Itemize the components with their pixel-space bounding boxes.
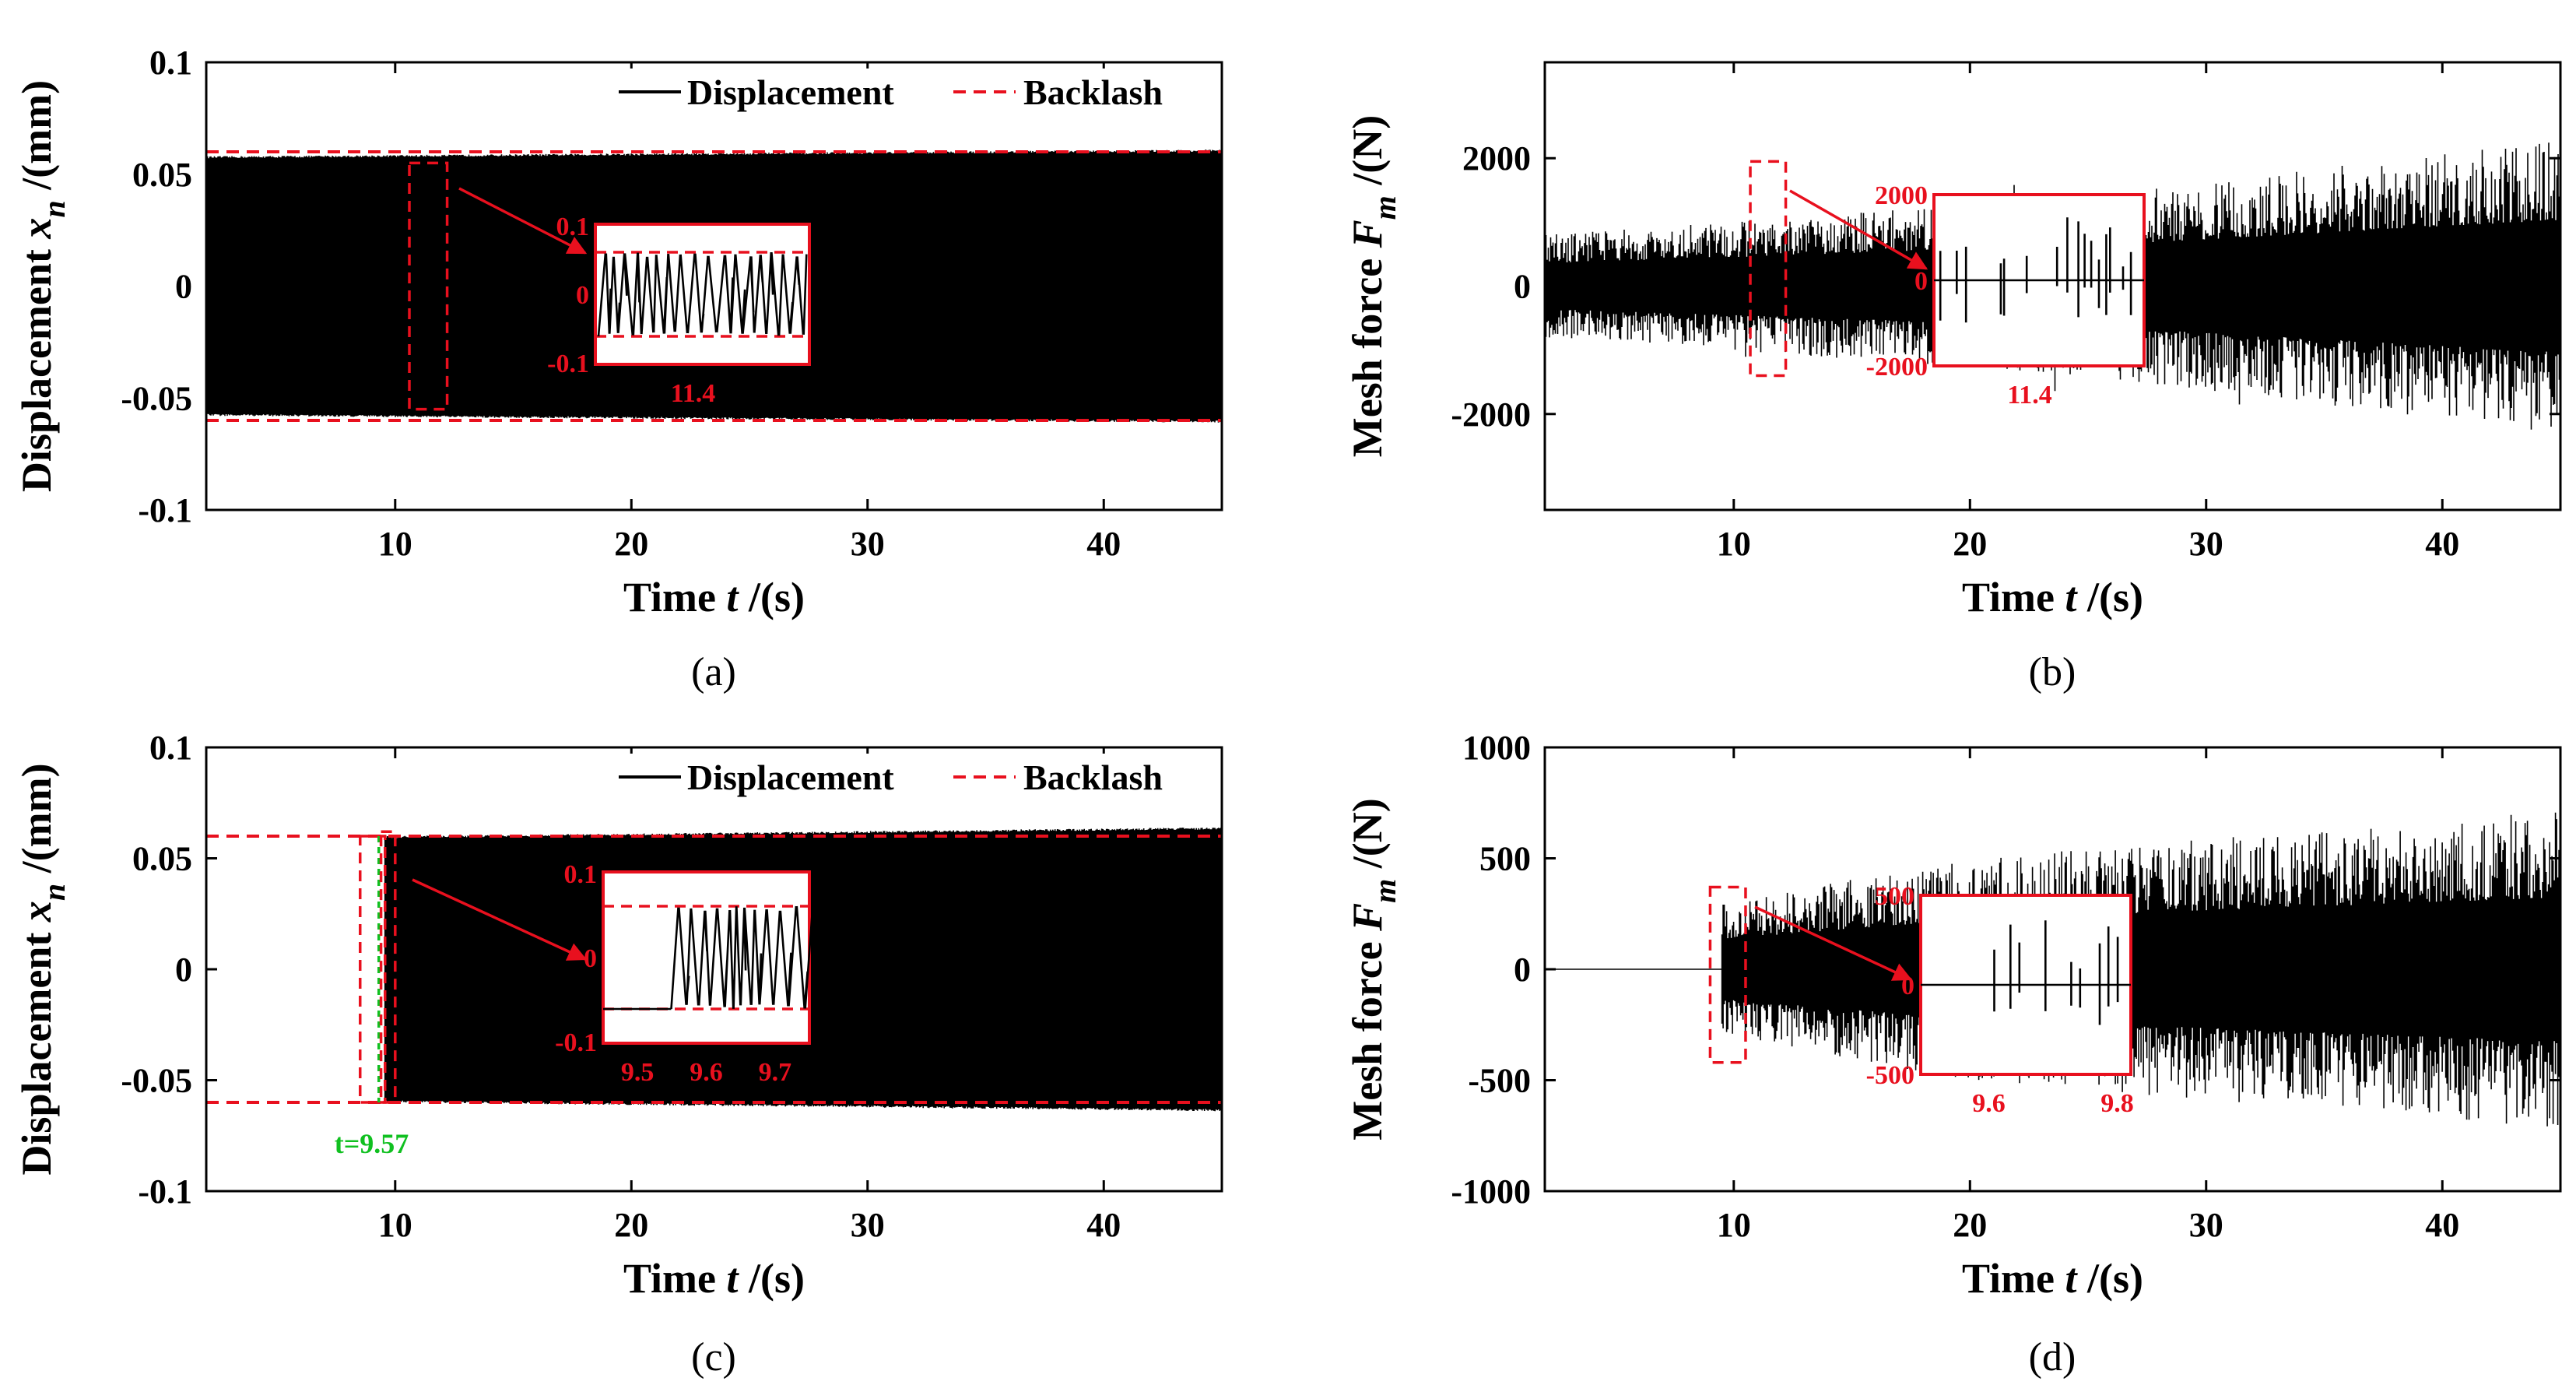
x-tick-label: 10 (378, 1206, 412, 1244)
y-tick-label: -0.1 (138, 491, 192, 529)
inset-ytick-label: 2000 (1875, 181, 1928, 210)
x-tick-label: 20 (1953, 1206, 1987, 1244)
y-tick-label: 500 (1479, 840, 1531, 878)
x-tick-label: 10 (1717, 525, 1751, 563)
inset-ytick-label: 0 (1914, 267, 1928, 296)
panel-c: t=9.57 0.1 0 -0.1 9.5 9.6 9.7 10 20 30 40 -0.1 -0.05… (13, 729, 1223, 1380)
legend: Displacement Backlash (615, 754, 1214, 800)
inset-xtick-label: 9.7 (759, 1058, 792, 1087)
inset-ytick-label: 0 (576, 281, 589, 310)
legend-label-displacement: Displacement (687, 757, 894, 797)
inset-ytick-label: -500 (1866, 1061, 1914, 1090)
panel-caption: (b) (2029, 650, 2076, 694)
legend: Displacement Backlash (615, 69, 1214, 115)
inset-xtick-label: 9.5 (621, 1058, 655, 1087)
inset-frame (602, 870, 811, 1045)
zoom-arrow (1789, 189, 1928, 270)
y-tick-label: -0.05 (121, 1062, 192, 1100)
x-tick-label: 30 (2189, 1206, 2223, 1244)
inset-ytick-label: -0.1 (555, 1028, 597, 1057)
y-tick-label: -1000 (1451, 1172, 1531, 1211)
x-axis-label: Time t /(s) (623, 574, 805, 620)
y-tick-label: -2000 (1451, 395, 1531, 434)
zoom-arrow (1754, 905, 1913, 981)
inset-xtick-label: 11.4 (2007, 381, 2052, 410)
y-tick-label: 0 (175, 268, 192, 306)
inset-xtick-label: 11.4 (671, 379, 716, 408)
inset-ytick-label: 0.1 (556, 213, 590, 241)
x-tick-label: 40 (2425, 1206, 2459, 1244)
y-tick-label: 0.1 (149, 44, 192, 82)
y-tick-label: 0 (175, 951, 192, 989)
zoom-inset: 0.1 0 -0.1 11.4 (547, 213, 811, 408)
y-tick-label: 2000 (1462, 139, 1531, 178)
legend-bg (615, 69, 1214, 115)
x-tick-label: 40 (1086, 525, 1121, 563)
y-axis-label: Displacement xn /(mm) (13, 80, 72, 492)
zoom-inset: 500 0 -500 9.6 9.8 (1866, 882, 2134, 1118)
zoom-arrow (412, 878, 588, 961)
y-tick-label: -0.1 (138, 1172, 192, 1211)
x-tick-label: 30 (851, 525, 885, 563)
x-axis-label: Time t /(s) (623, 1255, 805, 1302)
y-tick-label: -500 (1468, 1062, 1531, 1100)
inset-ytick-label: 0 (584, 944, 597, 973)
zoom-inset: 0.1 0 -0.1 9.5 9.6 9.7 (555, 860, 816, 1087)
inset-trace (597, 251, 808, 337)
onset-marker-label: t=9.57 (335, 1128, 409, 1159)
inset-ytick-label: 0.1 (564, 860, 598, 889)
x-axis-label: Time t /(s) (1962, 574, 2143, 620)
y-axis-label: Mesh force Fm /(N) (1344, 115, 1402, 458)
panel-caption: (d) (2029, 1335, 2076, 1380)
x-tick-label: 30 (2189, 525, 2223, 563)
onset-box (358, 835, 387, 1104)
inset-ytick-label: 0 (1901, 972, 1914, 1000)
zoom-window (379, 830, 397, 1104)
inset-trace (1934, 217, 2144, 323)
inset-xtick-label: 9.6 (690, 1058, 723, 1087)
panel-d: 500 0 -500 9.6 9.8 10 20 30 40 -1000 -500 0 500 1000 T… (1344, 729, 2562, 1380)
panel-b: 2000 0 -2000 11.4 10 20 30 40 -2000 0 2000 Time t /… (1344, 61, 2562, 694)
y-axis-label: Mesh force Fm /(N) (1344, 798, 1402, 1141)
panel-caption: (c) (691, 1335, 736, 1380)
inset-xtick-label: 9.8 (2100, 1089, 2134, 1118)
panel-a: 0.1 0 -0.1 11.4 10 20 30 40 -0.1 -0.05 0 0.05 0.1 Tim… (13, 44, 1223, 694)
legend-bg (615, 754, 1214, 800)
y-tick-label: 0.05 (132, 156, 192, 194)
zoom-inset: 2000 0 -2000 11.4 (1866, 181, 2146, 410)
legend-label-backlash: Backlash (1023, 757, 1163, 797)
inset-ytick-label: -2000 (1866, 353, 1928, 381)
legend-label-backlash: Backlash (1023, 72, 1163, 112)
y-tick-label: 0 (1514, 951, 1531, 989)
x-tick-label: 30 (851, 1206, 885, 1244)
x-tick-label: 40 (2425, 525, 2459, 563)
legend-label-displacement: Displacement (687, 72, 894, 112)
x-tick-label: 10 (378, 525, 412, 563)
inset-trace (603, 905, 816, 1011)
inset-ytick-label: 500 (1875, 882, 1914, 911)
y-tick-label: 1000 (1462, 729, 1531, 767)
y-axis-label: Displacement xn /(mm) (13, 763, 72, 1175)
zoom-arrow (458, 187, 588, 255)
panel-caption: (a) (691, 650, 736, 694)
zoom-window (408, 161, 449, 411)
inset-xtick-label: 9.6 (1972, 1089, 2006, 1118)
inset-ytick-label: -0.1 (547, 350, 589, 378)
x-axis-label: Time t /(s) (1962, 1255, 2143, 1302)
x-tick-label: 20 (614, 525, 648, 563)
x-tick-label: 20 (1953, 525, 1987, 563)
inset-trace (1921, 920, 2131, 1025)
x-tick-label: 40 (1086, 1206, 1121, 1244)
y-tick-label: -0.05 (121, 379, 192, 417)
y-tick-label: 0 (1514, 268, 1531, 306)
y-tick-label: 0.05 (132, 840, 192, 878)
x-tick-label: 20 (614, 1206, 648, 1244)
y-tick-label: 0.1 (149, 729, 192, 767)
x-tick-label: 10 (1717, 1206, 1751, 1244)
